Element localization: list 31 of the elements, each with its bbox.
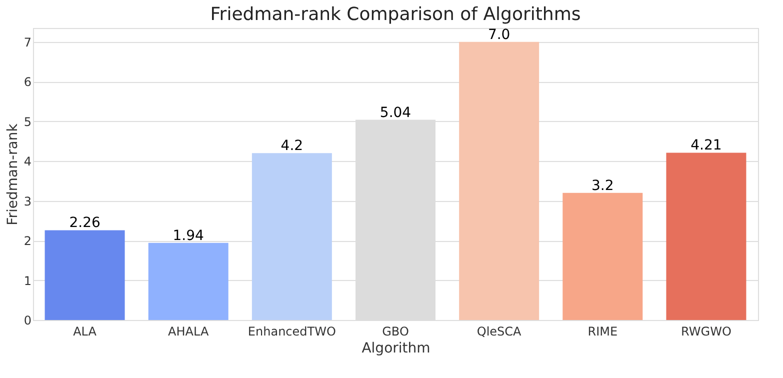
y-tick-label: 7: [24, 35, 32, 50]
bar: [252, 153, 332, 320]
data-label: 4.2: [280, 138, 304, 154]
y-tick-label: 2: [24, 234, 32, 248]
y-tick-label: 0: [24, 314, 32, 328]
y-tick-label: 1: [24, 274, 32, 288]
y-tick-label: 6: [24, 75, 32, 90]
data-label: 7.0: [488, 26, 510, 43]
x-tick-label: RIME: [588, 324, 618, 338]
y-tick-label: 4: [24, 154, 32, 169]
chart-title: Friedman-rank Comparison of Algorithms: [210, 4, 581, 25]
data-label: 2.26: [69, 215, 100, 232]
y-tick-label: 5: [24, 114, 32, 129]
data-label: 4.21: [690, 138, 722, 154]
x-axis-title: Algorithm: [362, 340, 430, 356]
x-tick-label: RWGWO: [681, 324, 732, 338]
y-tick-label: 3: [24, 194, 32, 208]
data-label: 5.04: [380, 104, 412, 121]
bar: [666, 152, 746, 320]
y-axis-title: Friedman-rank: [4, 122, 21, 226]
x-tick-label: QleSCA: [476, 324, 522, 338]
x-tick-label: ALA: [73, 324, 98, 338]
bar: [148, 242, 228, 320]
bar: [459, 42, 540, 320]
x-tick-label: AHALA: [168, 324, 210, 338]
data-label: 3.2: [592, 178, 614, 194]
bar: [44, 230, 125, 320]
data-label: 1.94: [172, 228, 204, 244]
x-tick-label: EnhancedTWO: [248, 324, 336, 338]
bar: [562, 192, 643, 320]
x-tick-label: GBO: [382, 324, 409, 338]
